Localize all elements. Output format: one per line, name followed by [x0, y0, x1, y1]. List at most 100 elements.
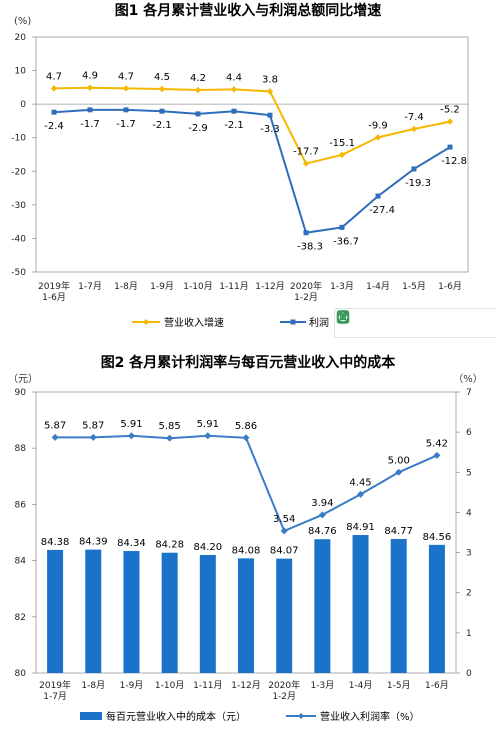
chart1-point-profit — [303, 230, 309, 236]
chart1-x-tick: 2019年 — [38, 280, 70, 292]
chart1-x-tick: 1-6月 — [42, 292, 66, 303]
chart2-x-tick: 2019年 — [39, 679, 71, 691]
chart1-x-tick: 1-10月 — [183, 281, 212, 292]
chart2-y-tick-left: 86 — [15, 500, 27, 510]
chart1-point-profit — [87, 107, 93, 113]
chart2-bar — [352, 535, 369, 673]
chart1-x-tick: 1-9月 — [150, 281, 174, 292]
chart1-point-growth — [86, 84, 94, 91]
chart2-bar — [161, 552, 178, 673]
chart1-point-growth — [122, 85, 130, 92]
chart1-x-tick: 2020年 — [290, 280, 322, 292]
chart1-point-growth — [302, 160, 310, 167]
chart2-rate-point — [433, 451, 441, 459]
chart2-bar — [238, 558, 254, 673]
chart1-point-growth — [266, 88, 274, 95]
chart1-x-tick: 1-7月 — [78, 281, 102, 292]
chart2-bar-label: 84.56 — [423, 532, 452, 543]
chart2-y-tick-right: 5 — [466, 468, 472, 478]
chart2-bar-label: 84.38 — [41, 537, 70, 548]
fullscreen-icon[interactable] — [337, 311, 395, 334]
chart1-data-label: -3.3 — [260, 124, 280, 135]
chart2-bar — [47, 549, 64, 673]
chart1-data-label: -2.9 — [188, 123, 208, 134]
chart1-legend-growth-label: 营业收入增速 — [164, 316, 224, 329]
chart1-data-label: -2.4 — [44, 121, 64, 132]
chart1-data-label: -15.1 — [329, 138, 355, 149]
chart2-bar — [85, 549, 102, 673]
chart1-data-label: -9.9 — [368, 120, 388, 131]
chart2-title: 图2 各月累计利润率与每百元营业收入中的成本 — [101, 354, 397, 371]
chart2-y-tick-left: 90 — [15, 388, 27, 398]
chart2-rate-point — [280, 527, 288, 535]
chart1-x-tick: 1-6月 — [438, 281, 462, 292]
chart1-point-growth — [374, 134, 382, 141]
save-icon[interactable] — [336, 310, 427, 334]
chart1-legend-growth-marker — [143, 319, 149, 325]
chart2-x-tick: 1-5月 — [387, 680, 411, 691]
chart1-series-line-0 — [53, 86, 451, 165]
chart1-data-label: -2.1 — [152, 120, 172, 131]
chart2-bar-label: 84.91 — [346, 522, 375, 533]
chart2-x-tick: 1-11月 — [193, 680, 222, 691]
chart2-rate-label: 5.91 — [197, 419, 219, 430]
share-icon[interactable] — [337, 311, 459, 334]
chart2-rate-point — [89, 433, 97, 441]
chart1-point-growth — [230, 86, 238, 93]
chart2-rate-point — [51, 433, 59, 441]
chart2-x-tick: 2020年 — [268, 679, 300, 691]
chart1-x-tick: 1-5月 — [402, 281, 426, 292]
chart2-rate-label: 5.42 — [426, 438, 448, 449]
chart2-rate-label: 5.85 — [159, 421, 181, 432]
chart2-x-tick: 1-8月 — [81, 680, 105, 691]
chart1-series-line-1 — [53, 108, 451, 234]
chart2-rate-point — [395, 468, 403, 476]
chart1-data-label: -36.7 — [333, 236, 359, 247]
chart2-rate-point — [318, 511, 326, 519]
chart1-point-growth — [446, 118, 454, 125]
chart2-rate-point — [357, 490, 365, 498]
chart2-bar — [314, 539, 331, 673]
chart2-bar-label: 84.28 — [155, 540, 184, 551]
chart2-bar — [123, 551, 140, 673]
chart2-legend-rate-marker — [298, 713, 304, 719]
settings-icon[interactable] — [336, 309, 492, 334]
chart2-y-tick-left: 88 — [15, 444, 27, 454]
chart1-data-label: -27.4 — [369, 205, 395, 216]
chart1-point-profit — [411, 166, 417, 172]
chart1-x-tick: 1-11月 — [219, 281, 248, 292]
chart2-bar-label: 84.77 — [384, 526, 413, 537]
chart1-data-label: 4.9 — [82, 71, 98, 82]
chart1-point-profit — [159, 108, 165, 114]
chart1-y-tick: -50 — [11, 268, 26, 278]
chart1-data-label: -5.2 — [440, 105, 460, 116]
chart1-y-unit: (%) — [14, 16, 31, 27]
chart1-data-label: 4.7 — [118, 71, 134, 82]
chart1-point-growth — [50, 85, 58, 92]
image-toolbar — [334, 308, 496, 338]
chart1-point-profit — [447, 144, 453, 150]
chart1-point-profit — [339, 224, 345, 230]
chart2-rate-point — [204, 432, 212, 440]
chart2-x-tick: 1-10月 — [155, 680, 184, 691]
chart1-title: 图1 各月累计营业收入与利润总额同比增速 — [115, 2, 382, 19]
chart1-point-profit — [195, 111, 201, 117]
chart1-y-tick: -20 — [11, 167, 26, 177]
chart1-y-tick: -40 — [11, 234, 26, 244]
chart1-data-label: 4.4 — [226, 72, 242, 83]
chart2-bar-label: 84.07 — [270, 546, 299, 557]
chart2-x-tick: 1-4月 — [349, 680, 373, 691]
chart2-y-tick-right: 2 — [466, 589, 472, 599]
chart1-data-label: 3.8 — [262, 74, 278, 85]
chart2-x-tick: 1-3月 — [311, 680, 335, 691]
chart2-bar-label: 84.20 — [193, 542, 222, 553]
chart2-y-tick-right: 3 — [466, 549, 472, 559]
chart2-bar-label: 84.34 — [117, 538, 146, 549]
chart1-x-tick: 1-4月 — [366, 281, 390, 292]
chart2-y-tick-right: 6 — [466, 428, 472, 438]
chart1-data-label: -17.7 — [293, 147, 319, 158]
chart2-bar-label: 84.76 — [308, 526, 337, 537]
chart1-data-label: -1.7 — [80, 119, 100, 130]
chart1-plot-frame — [35, 36, 469, 273]
chart2-y-tick-right: 0 — [466, 669, 472, 679]
